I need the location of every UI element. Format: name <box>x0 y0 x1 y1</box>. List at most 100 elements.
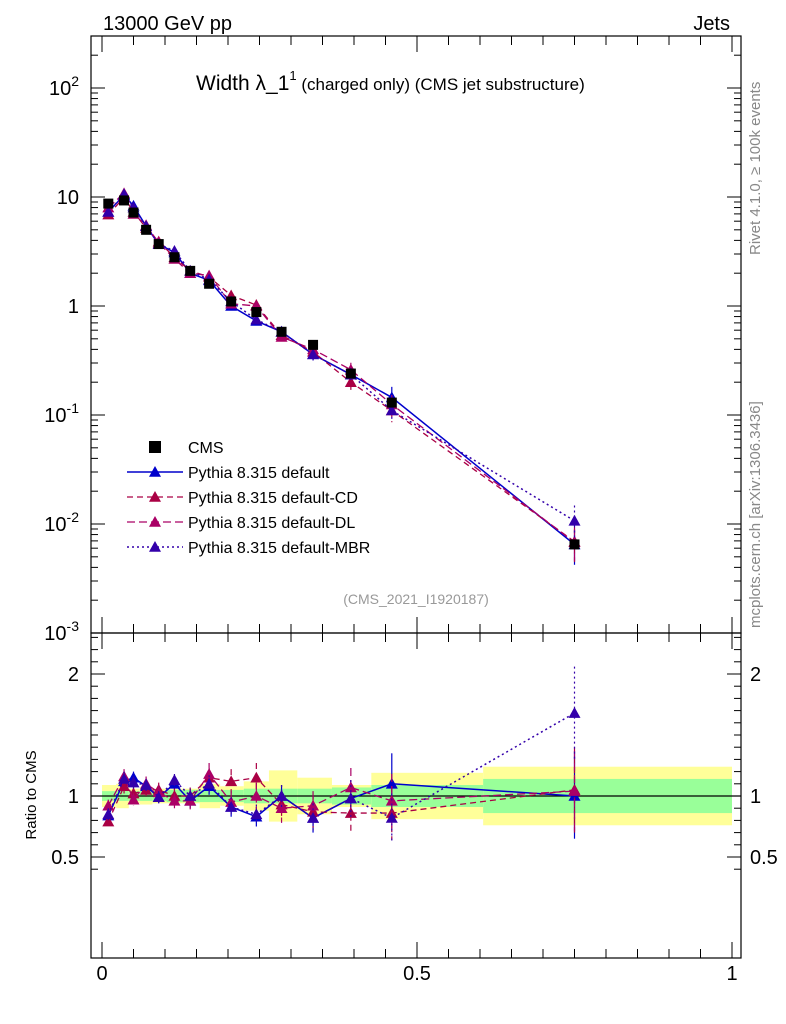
ratio-marker <box>102 799 115 811</box>
x-tick-label: 0 <box>96 963 107 985</box>
ratio-y-tick-label-left: 2 <box>68 664 79 686</box>
ratio-marker <box>568 785 581 796</box>
legend-marker <box>149 491 161 502</box>
ratio-marker <box>184 790 197 801</box>
ratio-marker <box>385 811 398 823</box>
data-point <box>308 339 319 350</box>
y-tick-label: 10-1 <box>44 400 79 427</box>
ratio-marker <box>127 776 140 788</box>
ratio-marker <box>250 771 263 783</box>
series-marker <box>102 205 115 217</box>
data-point <box>251 307 262 318</box>
ratio-marker <box>307 811 320 823</box>
legend-marker <box>149 541 161 552</box>
ratio-marker <box>568 707 581 718</box>
ratio-marker <box>275 790 288 801</box>
ratio-panel-frame: 0 0.5 1 0.5 0.5 1 1 2 2 <box>51 632 778 985</box>
ratio-y-tick-label-left: 1 <box>68 786 79 808</box>
ratio-y-axis-label: Ratio to CMS <box>23 750 40 839</box>
plot-title-superscript: 1 <box>289 68 296 83</box>
ratio-marker <box>118 780 131 792</box>
ratio-marker <box>140 779 153 790</box>
x-tick-label: 0.5 <box>403 963 431 985</box>
x-tick-label: 1 <box>726 963 737 985</box>
plot-title: Width λ_11 (charged only) (CMS jet subst… <box>196 68 585 95</box>
data-point <box>386 397 397 408</box>
data-point <box>128 207 139 218</box>
rivet-version-label: Rivet 4.1.0, ≥ 100k events <box>747 82 764 255</box>
ratio-panel-series <box>102 666 581 843</box>
legend-label: Pythia 8.315 default-DL <box>188 515 355 532</box>
ratio-marker <box>225 800 238 812</box>
legend-marker-data <box>149 441 161 453</box>
data-point <box>153 239 164 250</box>
series-marker <box>307 348 320 360</box>
y-tick-label: 10 <box>57 187 79 209</box>
ratio-marker <box>307 805 320 817</box>
ratio-marker <box>344 807 357 818</box>
ratio-y-tick-label-right: 1 <box>750 786 761 808</box>
data-point <box>185 265 196 276</box>
data-point <box>103 198 114 209</box>
ratio-marker <box>203 768 216 779</box>
y-tick-label-base: 10 <box>44 405 66 427</box>
y-tick-label-exp: -2 <box>67 509 80 525</box>
legend: CMS Pythia 8.315 default Pythia 8.315 defa… <box>127 440 370 557</box>
y-tick-label-exp: -3 <box>67 618 80 634</box>
data-point <box>569 539 580 550</box>
ratio-marker <box>203 777 216 789</box>
ratio-marker <box>127 793 140 805</box>
main-panel-series <box>102 187 581 565</box>
data-point <box>169 252 180 263</box>
data-point <box>226 296 237 307</box>
legend-label: Pythia 8.315 default <box>188 465 330 482</box>
series-marker <box>385 404 398 416</box>
legend-label: CMS <box>188 440 224 457</box>
ratio-marker <box>168 794 181 806</box>
header-category-label: Jets <box>693 13 730 35</box>
y-tick-label-exp: 2 <box>71 73 79 89</box>
ratio-marker <box>225 775 238 787</box>
ratio-y-tick-label-left: 0.5 <box>51 847 79 869</box>
ratio-y-tick-label-right: 2 <box>750 664 761 686</box>
y-tick-label-base: 10 <box>44 514 66 536</box>
ratio-marker <box>344 792 357 804</box>
y-tick-label: 1 <box>68 296 79 318</box>
plot-title-main: Width λ_1 <box>196 72 289 95</box>
data-point <box>119 195 130 206</box>
mcplots-label: mcplots.cern.ch [arXiv:1306.3436] <box>747 401 764 628</box>
y-tick-label-base: 10 <box>44 623 66 645</box>
ratio-marker <box>102 815 115 827</box>
ratio-y-tick-label-right: 0.5 <box>750 847 778 869</box>
series-marker <box>344 376 357 387</box>
data-point <box>345 368 356 379</box>
data-point <box>204 278 215 289</box>
ratio-marker <box>250 808 263 820</box>
ratio-marker <box>168 774 181 785</box>
data-point <box>141 224 152 235</box>
ratio-marker <box>250 790 263 801</box>
y-tick-label: 10-3 <box>44 618 79 645</box>
y-tick-label: 10-2 <box>44 509 79 536</box>
ratio-marker <box>102 808 115 820</box>
legend-label: Pythia 8.315 default-CD <box>188 490 358 507</box>
y-tick-label-base: 10 <box>49 78 71 100</box>
ratio-marker <box>118 772 131 784</box>
series-line <box>107 193 575 522</box>
plot-title-rest: (charged only) (CMS jet substructure) <box>297 75 585 94</box>
legend-label: Pythia 8.315 default-MBR <box>188 540 370 557</box>
header-energy-label: 13000 GeV pp <box>103 13 232 35</box>
ratio-marker <box>275 802 288 813</box>
ratio-marker <box>152 791 165 803</box>
y-tick-label-exp: -1 <box>67 400 80 416</box>
legend-marker <box>149 516 161 527</box>
analysis-watermark: (CMS_2021_I1920187) <box>343 591 489 607</box>
data-point <box>276 326 287 337</box>
legend-marker <box>149 466 161 477</box>
series-marker <box>568 514 581 526</box>
y-tick-label: 102 <box>49 73 79 100</box>
ratio-marker <box>385 777 398 789</box>
series-marker <box>250 313 263 325</box>
